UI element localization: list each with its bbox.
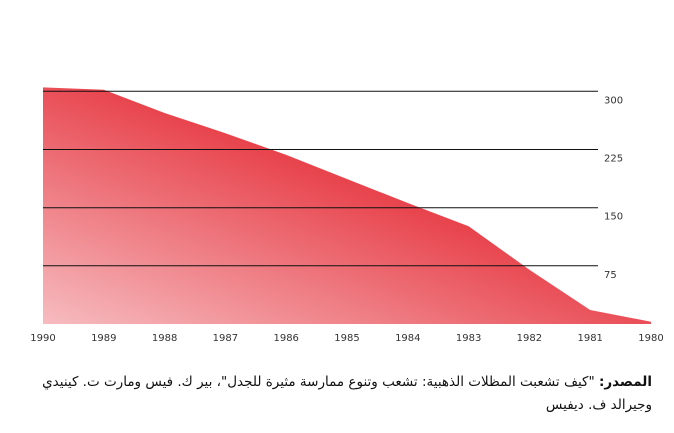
area-series bbox=[43, 87, 651, 325]
y-axis-ticks: 300 225 150 75 bbox=[604, 95, 623, 280]
x-tick-label: 1984 bbox=[395, 333, 420, 344]
area-layer bbox=[43, 87, 651, 325]
area-chart: 300 225 150 75 1990 1989 1988 1987 1986 1985 1984… bbox=[30, 87, 664, 344]
y-tick-label: 225 bbox=[604, 154, 623, 165]
x-axis-ticks: 1990 1989 1988 1987 1986 1985 1984 1983 1982 1981… bbox=[30, 333, 663, 344]
x-tick-label: 1982 bbox=[517, 333, 542, 344]
x-tick-label: 1989 bbox=[91, 333, 116, 344]
x-tick-label: 1987 bbox=[213, 333, 238, 344]
x-tick-label: 1988 bbox=[152, 333, 177, 344]
y-tick-label: 150 bbox=[604, 212, 623, 223]
x-tick-label: 1990 bbox=[30, 333, 55, 344]
x-tick-label: 1980 bbox=[638, 333, 663, 344]
grid-lines bbox=[43, 90, 598, 267]
source-text: "كيف تشعبت المظلات الذهبية: تشعب وتنوع م… bbox=[42, 374, 652, 413]
x-tick-label: 1981 bbox=[577, 333, 602, 344]
source-caption: المصدر: "كيف تشعبت المظلات الذهبية: تشعب… bbox=[12, 371, 652, 417]
y-tick-label: 75 bbox=[604, 270, 617, 281]
x-tick-label: 1986 bbox=[273, 333, 298, 344]
x-tick-label: 1983 bbox=[456, 333, 481, 344]
x-tick-label: 1985 bbox=[334, 333, 359, 344]
y-tick-label: 300 bbox=[604, 95, 623, 106]
source-lead: المصدر: bbox=[598, 374, 652, 390]
